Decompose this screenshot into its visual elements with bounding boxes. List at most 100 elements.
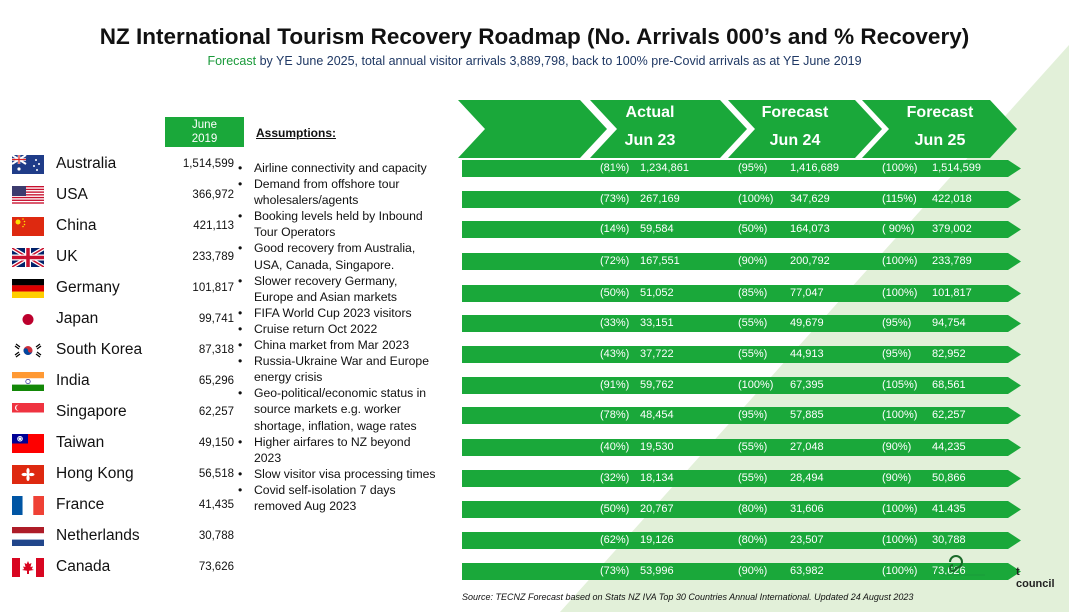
row-bar [462,563,1021,580]
country-name: Canada [56,558,111,575]
germany-flag-icon [12,279,44,298]
australia-flag-icon [11,154,44,174]
june-2019-value: 99,741 [198,313,234,325]
june-2019-value: 62,257 [198,406,234,418]
jun25-arrivals: 30,788 [932,534,966,546]
jun24-arrivals: 63,982 [790,565,824,577]
june-2019-value: 56,518 [198,468,234,480]
row-bar [462,407,1021,424]
assumption-line: Slow visitor visa processing times [254,466,436,481]
jun24-chevron [728,100,882,158]
jun25-arrivals: 94,754 [932,317,966,329]
jun25-percent: ( 90%) [882,223,915,235]
jun25-arrivals: 41.435 [932,503,966,515]
jun25-arrivals: 62,257 [932,409,966,421]
jun23-arrivals: 19,126 [640,534,674,546]
jun25-arrivals: 233,789 [932,255,972,267]
assumption-line: Russia-Ukraine War and Europe [254,354,429,369]
assumption-line: Higher airfares to NZ beyond [254,434,411,449]
jun23-percent: (73%) [600,193,630,205]
assumption-item: Airline connectivity and capacity [238,160,460,176]
usa-flag-icon [12,186,44,205]
jun24-percent: (100%) [738,193,774,205]
jun25-percent: (100%) [882,534,918,546]
jun23-percent: (40%) [600,441,630,453]
jun24-arrivals: 200,792 [790,255,830,267]
jun24-percent: (50%) [738,223,768,235]
jun25-percent: (100%) [882,409,918,421]
jun23-arrivals: 59,584 [640,223,674,235]
jun25-arrivals: 101,817 [932,287,972,299]
jun23-arrivals: 48,454 [640,409,674,421]
jun23-arrivals: 18,134 [640,472,674,484]
assumption-item: FIFA World Cup 2023 visitors [238,305,460,321]
subtitle-text: by YE June 2025, total annual visitor ar… [256,54,862,68]
jun25-arrivals: 422,018 [932,193,972,205]
jun24-percent: (100%) [738,379,774,391]
jun25-percent: (100%) [882,503,918,515]
june-2019-value: 30,788 [198,530,234,542]
hong-kong-flag-icon [12,465,44,484]
header-jun24: Forecast Jun 24 [740,100,850,158]
assumptions-header: Assumptions: [256,126,337,140]
country-name: USA [56,186,88,203]
june-2019-value: 421,113 [193,220,234,232]
jun24-arrivals: 67,395 [790,379,824,391]
jun23-percent: (72%) [600,255,630,267]
row-bar [462,532,1021,549]
header-jun25: Forecast Jun 25 [880,100,1000,158]
jun24-percent: (85%) [738,287,768,299]
canada-flag-icon [12,558,44,577]
assumption-item: China market from Mar 2023 [238,337,460,353]
jun23-chevron [590,100,747,158]
netherlands-flag-icon [12,527,44,546]
country-name: Hong Kong [56,465,134,482]
jun23-percent: (14%) [600,223,630,235]
june-header-line2: 2019 [191,133,218,145]
jun23-percent: (91%) [600,379,630,391]
jun23-percent: (32%) [600,472,630,484]
assumption-line: Good recovery from Australia, [254,241,416,256]
jun24-percent: (55%) [738,472,768,484]
jun23-arrivals: 53,996 [640,565,674,577]
country-name: Japan [56,310,99,327]
india-flag-icon [12,372,44,391]
row-bar [462,501,1021,518]
assumption-line: wholesalers/agents [254,193,359,208]
jun23-percent: (78%) [600,409,630,421]
row-bar [462,377,1021,394]
june-2019-value: 1,514,599 [182,158,234,170]
assumption-line: energy crisis [254,370,323,385]
singapore-flag-icon [12,403,44,422]
row-bar [462,346,1021,363]
june-2019-value: 73,626 [198,561,234,573]
jun25-percent: (100%) [882,255,918,267]
source-note: Source: TECNZ Forecast based on Stats NZ… [462,592,914,602]
country-name: China [56,217,97,234]
country-name: India [56,372,90,389]
jun25-arrivals: 50,866 [932,472,966,484]
assumption-line: Tour Operators [254,225,336,240]
assumption-line: Geo-political/economic status in [254,386,427,401]
jun24-arrivals: 28,494 [790,472,824,484]
june-2019-value: 366,972 [192,189,234,201]
south-korea-flag-icon [12,341,44,360]
assumption-line: FIFA World Cup 2023 visitors [254,305,412,320]
page-subtitle: Forecast by YE June 2025, total annual v… [0,54,1069,68]
june-2019-value: 41,435 [198,499,234,511]
jun23-arrivals: 37,722 [640,348,674,360]
jun24-arrivals: 57,885 [790,409,824,421]
subtitle-forecast-word: Forecast [207,54,257,68]
jun24-percent: (90%) [738,255,768,267]
country-name: Taiwan [56,434,105,451]
jun25-percent: (105%) [882,379,918,391]
assumption-line: shortage, inflation, wage rates [254,418,417,433]
uk-flag-icon [10,246,46,269]
june-2019-header: June 2019 [165,117,244,147]
june-2019-value: 233,789 [192,251,234,263]
june-2019-value: 49,150 [198,437,234,449]
